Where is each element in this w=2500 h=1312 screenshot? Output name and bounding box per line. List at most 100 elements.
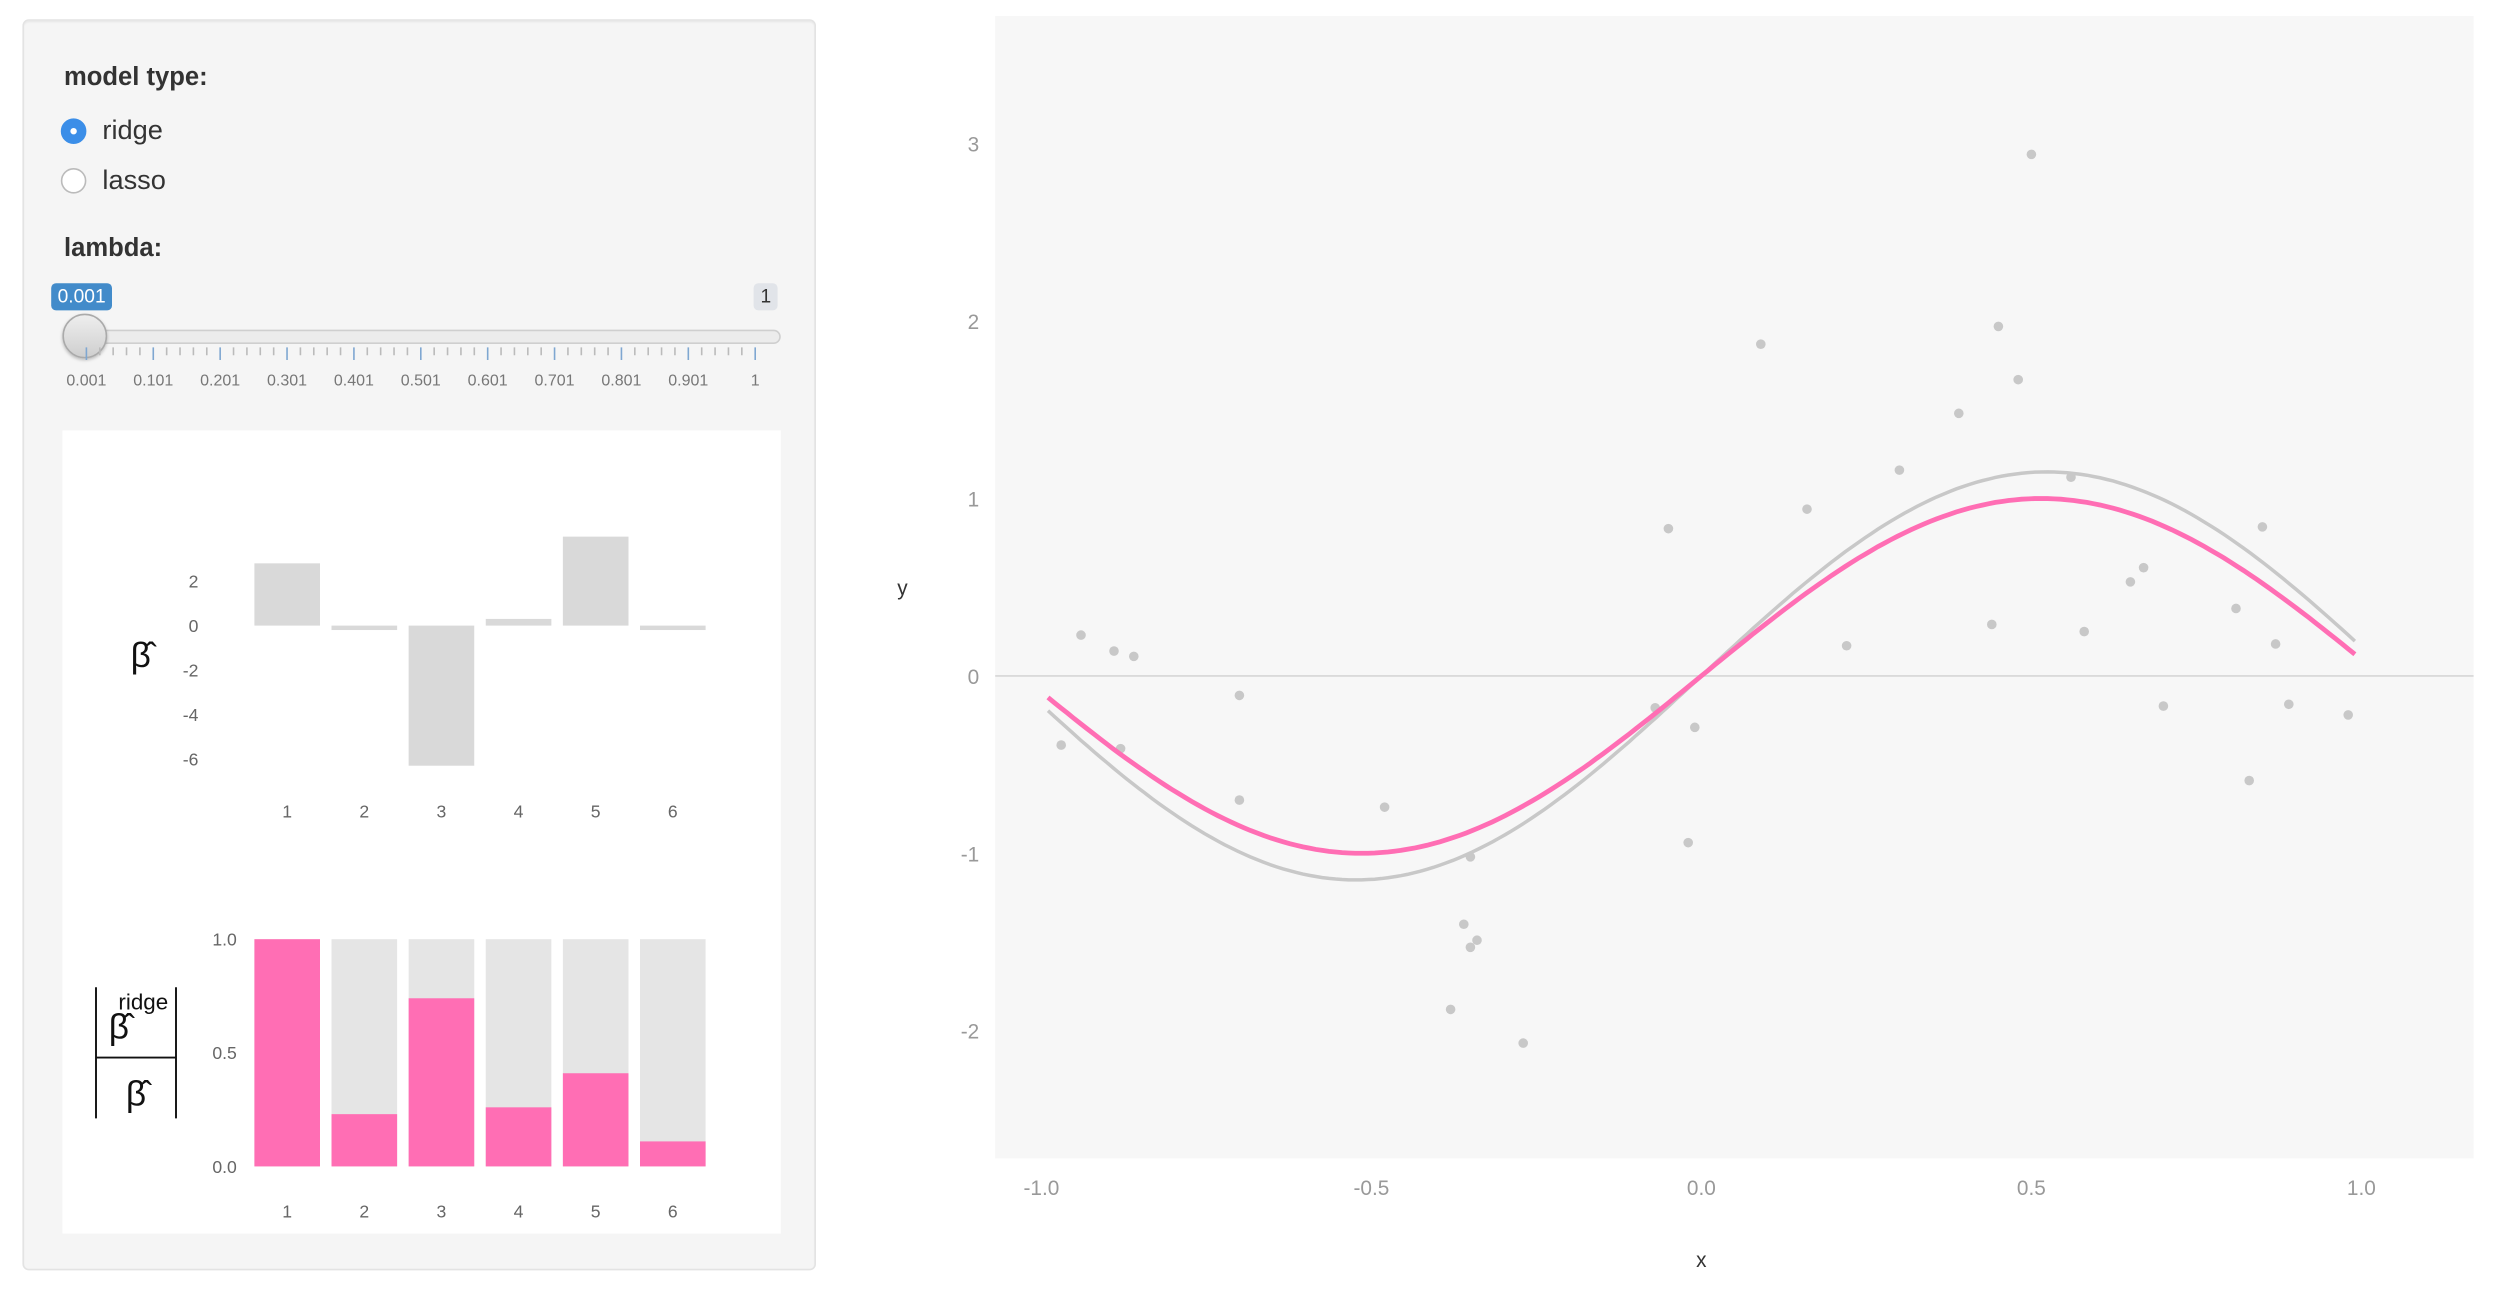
x-tick-label: 0.0 <box>1687 1177 1716 1200</box>
lambda-slider-ticks: 0.001 0.101 0.201 0.301 0.401 0.501 0.601 0.701… <box>66 347 760 390</box>
beta-bar <box>640 625 706 631</box>
data-point <box>1802 504 1812 514</box>
lambda-label: lambda: <box>64 235 163 263</box>
ridge-fit-curve <box>1046 496 2357 856</box>
ratio-bar <box>254 939 320 1167</box>
radio-lasso-label[interactable]: lasso <box>102 164 166 196</box>
data-point <box>1129 651 1139 662</box>
beta-x-tick-label: 6 <box>668 802 678 822</box>
beta-bar <box>254 563 320 626</box>
data-point <box>1690 722 1700 733</box>
data-point <box>2257 522 2268 532</box>
lambda-max-bubble: 1 <box>754 283 778 311</box>
slider-tick-label: 0.101 <box>133 373 173 390</box>
lambda-slider-handle[interactable] <box>62 313 108 359</box>
data-point <box>1109 646 1119 656</box>
y-tick-label: 2 <box>968 311 980 334</box>
beta-bar <box>562 536 629 626</box>
ratio-bar <box>485 1107 552 1167</box>
y-tick-label: 3 <box>968 134 980 157</box>
y-axis-label: y <box>897 577 908 600</box>
ratio-y-tick-label: 1.0 <box>212 930 237 950</box>
slider-tick-label: 0.301 <box>267 373 307 390</box>
ratio-label-superscript: ridge <box>118 990 168 1015</box>
beta-y-tick-label: 2 <box>189 572 199 592</box>
radio-ridge[interactable]: ridge <box>60 115 163 147</box>
ratio-x-tick-label: 2 <box>359 1202 369 1222</box>
data-point <box>1379 802 1390 812</box>
radio-lasso-button[interactable] <box>60 168 87 194</box>
data-point <box>2270 639 2281 649</box>
beta-axis-label: β̂ <box>131 636 157 675</box>
beta-bar <box>331 625 398 631</box>
slider-tick-label: 0.801 <box>601 373 641 390</box>
ratio-x-tick-label: 4 <box>514 1202 524 1222</box>
ratio-x-tick-label: 5 <box>591 1202 601 1222</box>
data-point <box>2343 710 2353 720</box>
data-point <box>1459 919 1469 930</box>
data-point <box>2125 577 2136 587</box>
lambda-slider-track[interactable] <box>83 329 781 344</box>
ratio-bar <box>331 1114 398 1167</box>
beta-x-tick-label: 1 <box>282 802 292 822</box>
coefficient-panel: 1 2 3 4 5 6 2 0 -2 -4 -6 β̂ 1 2 3 4 5 6 1.0 0.5 0.0 β̂ ridge β̂ <box>62 430 781 1234</box>
data-point <box>1445 1004 1456 1015</box>
ratio-bar <box>640 1141 706 1167</box>
data-point <box>1472 935 1482 946</box>
model-type-label: model type: <box>64 64 208 92</box>
slider-tick-label: 0.001 <box>66 373 106 390</box>
fit-scatter-plot: -1.0 -0.5 0.0 0.5 1.0 -2 -1 0 1 2 3 x y <box>897 134 2474 1272</box>
ratio-label-denominator: β̂ <box>126 1075 152 1114</box>
x-tick-label: 0.5 <box>2017 1177 2046 1200</box>
beta-y-tick-label: 0 <box>189 616 199 636</box>
x-tick-label: -1.0 <box>1023 1177 1059 1200</box>
slider-tick-label: 0.901 <box>668 373 708 390</box>
data-point <box>2138 562 2149 573</box>
data-point <box>1234 795 1245 805</box>
slider-tick-label: 0.601 <box>468 373 508 390</box>
y-tick-label: 0 <box>968 666 980 689</box>
data-point <box>1663 523 1674 534</box>
data-point <box>1518 1038 1528 1048</box>
x-axis-label: x <box>1696 1249 1707 1272</box>
ratio-bar-background <box>640 939 706 1167</box>
lambda-value-bubble: 0.001 <box>51 283 113 311</box>
beta-y-tick-label: -6 <box>183 749 199 769</box>
beta-x-tick-label: 2 <box>359 802 369 822</box>
data-point <box>1076 630 1086 640</box>
beta-bar <box>408 625 475 766</box>
beta-x-tick-label: 4 <box>514 802 524 822</box>
control-panel: model type: ridge lasso lambda: 0.001 1 … <box>22 19 816 1271</box>
radio-ridge-label[interactable]: ridge <box>102 115 163 146</box>
data-point <box>2013 374 2023 385</box>
beta-x-tick-label: 3 <box>437 802 447 822</box>
slider-tick-label: 1 <box>751 373 760 390</box>
data-point <box>2284 699 2294 710</box>
slider-tick-label: 0.401 <box>334 373 374 390</box>
radio-ridge-button[interactable] <box>60 118 87 144</box>
data-point <box>1987 619 1997 630</box>
beta-bar <box>485 618 552 626</box>
ratio-x-tick-label: 1 <box>282 1202 292 1222</box>
data-point <box>1954 408 1964 419</box>
slider-tick-label: 0.501 <box>401 373 441 390</box>
fit-plot-panel: -1.0 -0.5 0.0 0.5 1.0 -2 -1 0 1 2 3 x y <box>897 16 2474 1272</box>
ratio-y-tick-label: 0.0 <box>212 1157 237 1177</box>
ratio-x-tick-label: 6 <box>668 1202 678 1222</box>
data-point <box>2026 149 2037 160</box>
data-point <box>2079 626 2089 637</box>
data-point <box>1756 339 1766 349</box>
data-point <box>1234 690 1245 701</box>
radio-lasso[interactable]: lasso <box>60 164 166 197</box>
ratio-bar <box>408 998 475 1167</box>
slider-tick-label: 0.701 <box>535 373 575 390</box>
data-point <box>1894 465 1905 475</box>
data-point <box>2158 701 2169 711</box>
data-point <box>1056 740 1066 750</box>
beta-y-tick-label: -2 <box>183 660 199 680</box>
x-tick-label: -0.5 <box>1353 1177 1389 1200</box>
slider-tick-label: 0.201 <box>200 373 240 390</box>
y-tick-label: -1 <box>961 843 980 866</box>
data-point <box>1993 321 2004 332</box>
